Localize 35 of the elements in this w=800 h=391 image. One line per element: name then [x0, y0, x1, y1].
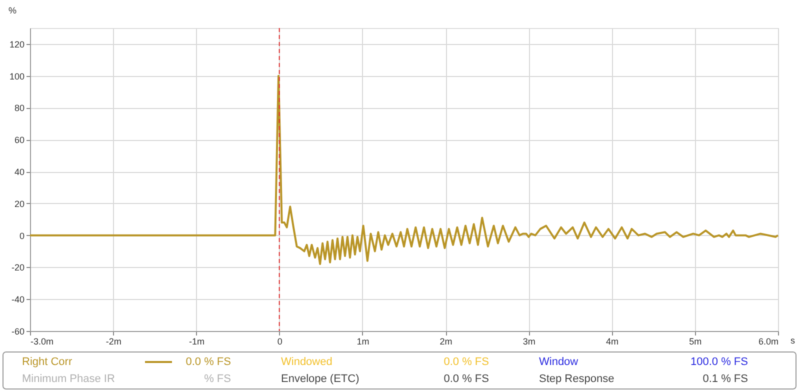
text: 0.0 % FS: [444, 373, 489, 385]
y-tick-label: -40: [11, 294, 24, 305]
x-tick-label: 6.0m: [758, 336, 778, 346]
x-tick-label: 5m: [689, 336, 702, 346]
y-tick-label: 80: [14, 103, 24, 114]
text: Windowed: [281, 356, 332, 368]
y-tick-label: -20: [11, 262, 24, 273]
x-tick-label: 0: [277, 336, 282, 346]
y-tick-label: 40: [14, 167, 24, 178]
text: Window: [539, 356, 578, 368]
y-tick-label: 100: [9, 71, 24, 82]
x-tick-label: 2m: [440, 336, 452, 346]
text: Minimum Phase IR: [22, 373, 115, 385]
y-tick-label: 20: [14, 198, 24, 209]
y-tick-label: 120: [9, 39, 24, 50]
text: Step Response: [539, 373, 614, 385]
y-axis-title: %: [8, 6, 17, 16]
line-series: [29, 74, 779, 266]
x-tick-label: -3.0m: [30, 336, 54, 346]
y-tick-label: 60: [14, 135, 24, 146]
text: Envelope (ETC): [281, 373, 360, 385]
x-tick-label: -2m: [106, 336, 122, 346]
x-tick-label: 3m: [522, 336, 536, 346]
text: 0.1 % FS: [702, 373, 748, 385]
x-tick-label: -1m: [188, 336, 204, 346]
x-tick-label: 4m: [606, 336, 619, 346]
y-tick-label: 0: [19, 230, 24, 241]
y-tick-label: -60: [11, 326, 24, 336]
x-tick-label: 1m: [356, 336, 370, 346]
text: 0.0 % FS: [186, 356, 231, 368]
text: 100.0 % FS: [690, 356, 748, 368]
text: % FS: [204, 373, 231, 385]
text: 0.0 % FS: [444, 356, 489, 368]
x-axis-title: s: [790, 336, 796, 346]
text: Right Corr: [22, 356, 72, 368]
